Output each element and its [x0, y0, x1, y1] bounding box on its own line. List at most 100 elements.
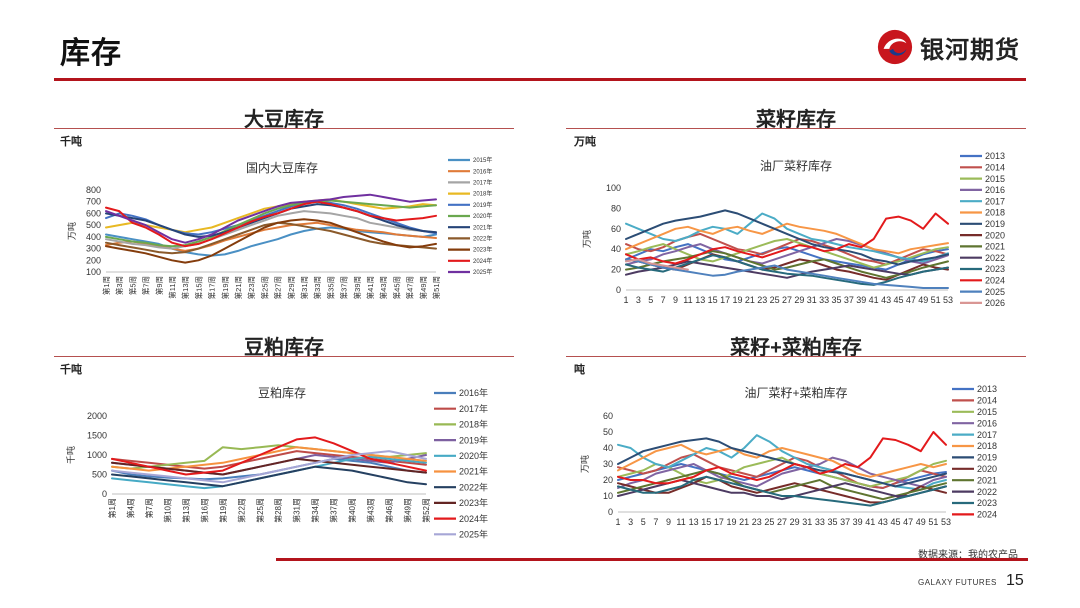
- footer-brand: GALAXY FUTURES: [918, 578, 997, 587]
- soymeal-x-tick: 第52周: [421, 498, 431, 523]
- rapeseed-x-tick: 1: [623, 295, 628, 305]
- soymeal-y-tick: 500: [92, 470, 107, 480]
- soymeal-series-line-2024年: [111, 436, 427, 476]
- rapeseed-chart-title: 油厂菜籽库存: [760, 158, 832, 173]
- rapeseed-series-line-2018: [625, 222, 949, 255]
- rapeseed-legend-label: 2021: [985, 242, 1005, 252]
- soymeal-legend-label: 2024年: [459, 513, 488, 524]
- rapeseed-y-tick: 60: [611, 224, 621, 234]
- rapeseed-x-tick: 33: [819, 295, 829, 305]
- panel-title-rapeseed: 菜籽库存: [756, 109, 836, 131]
- rapeseed-series-line-2026: [625, 258, 689, 271]
- rapeseed_meal-x-tick: 7: [653, 517, 658, 527]
- rapeseed-x-tick: 25: [770, 295, 780, 305]
- panel-title-soybean: 大豆库存: [244, 109, 324, 131]
- soymeal-x-tick: 第28周: [273, 498, 283, 523]
- rapeseed-x-tick: 45: [893, 295, 903, 305]
- rapeseed_meal-series-line-2019: [617, 437, 947, 488]
- rapeseed_meal-x-tick: 23: [752, 517, 762, 527]
- soybean-series-line-2023年: [105, 218, 437, 264]
- rapeseed_meal-x-tick: 39: [853, 517, 863, 527]
- rapeseed-x-tick: 51: [931, 295, 941, 305]
- rapeseed_meal-x-tick: 33: [815, 517, 825, 527]
- rapeseed_meal-chart-title: 油厂菜籽+菜粕库存: [744, 385, 847, 400]
- rapeseed-x-tick: 47: [906, 295, 916, 305]
- soybean-y-tick: 200: [86, 255, 101, 265]
- soybean-series-line-2024年: [105, 200, 437, 248]
- soybean-y-tick: 100: [86, 267, 101, 277]
- rapeseed_meal-x-tick: 27: [777, 517, 787, 527]
- soymeal-legend-label: 2016年: [459, 387, 488, 398]
- rapeseed_meal-y-tick: 50: [603, 427, 613, 437]
- soybean-legend-label: 2017年: [473, 179, 492, 187]
- unit-label-rapeseed: 万吨: [574, 136, 596, 148]
- rapeseed-x-tick: 37: [844, 295, 854, 305]
- soymeal-x-tick: 第46周: [384, 498, 394, 523]
- soybean-x-tick: 第37周: [339, 276, 349, 299]
- rapeseed_meal-x-tick: 31: [802, 517, 812, 527]
- soymeal-legend-label: 2022年: [459, 481, 488, 492]
- rapeseed_meal-x-tick: 49: [916, 517, 926, 527]
- unit-label-rapeseed-meal: 吨: [574, 364, 585, 376]
- soybean-x-tick: 第1周: [101, 276, 111, 295]
- rapeseed_meal-legend-label: 2014: [977, 396, 997, 406]
- soybean-x-tick: 第29周: [286, 276, 296, 299]
- soymeal-series-line-2025年: [111, 450, 427, 484]
- soybean-series-line-2017年: [105, 210, 437, 250]
- rapeseed_meal-x-tick: 9: [666, 517, 671, 527]
- soymeal-y-tick: 2000: [87, 411, 107, 421]
- soybean-x-tick: 第39周: [352, 276, 362, 299]
- soybean-y-tick: 800: [86, 185, 101, 195]
- rapeseed-series-line-2025: [625, 258, 949, 289]
- rapeseed_meal-x-tick: 1: [615, 517, 620, 527]
- soymeal-legend-label: 2017年: [459, 403, 488, 414]
- rapeseed-series-line-2024: [625, 212, 949, 265]
- panel-divider-soymeal: [54, 356, 514, 357]
- rapeseed-x-tick: 9: [673, 295, 678, 305]
- soymeal-x-tick: 第10周: [162, 498, 172, 523]
- rapeseed_meal-x-tick: 3: [628, 517, 633, 527]
- rapeseed_meal-y-tick: 20: [603, 475, 613, 485]
- rapeseed-x-tick: 21: [745, 295, 755, 305]
- rapeseed_meal-legend-label: 2023: [977, 498, 997, 508]
- rapeseed-legend-label: 2022: [985, 253, 1005, 263]
- rapeseed_meal-series-line-2024: [617, 431, 947, 485]
- rapeseed_meal-x-tick: 5: [641, 517, 646, 527]
- soybean-x-tick: 第15周: [193, 276, 203, 299]
- page-number: 15: [1006, 572, 1024, 589]
- rapeseed_meal-y-axis-label: 万吨: [579, 455, 590, 473]
- rapeseed-x-tick: 7: [661, 295, 666, 305]
- rapeseed-x-tick: 39: [856, 295, 866, 305]
- rapeseed_meal-legend-label: 2015: [977, 407, 997, 417]
- rapeseed_meal-legend-label: 2022: [977, 487, 997, 497]
- rapeseed_meal-legend-label: 2020: [977, 464, 997, 474]
- rapeseed-x-tick: 49: [918, 295, 928, 305]
- rapeseed-x-tick: 35: [832, 295, 842, 305]
- soybean-legend-label: 2019年: [473, 201, 492, 209]
- rapeseed_meal-x-tick: 45: [891, 517, 901, 527]
- soymeal-legend-label: 2021年: [459, 466, 488, 477]
- soybean-legend-label: 2020年: [473, 212, 492, 220]
- rapeseed-legend-label: 2015: [985, 174, 1005, 184]
- soybean-x-tick: 第3周: [114, 276, 124, 295]
- rapeseed_meal-legend-label: 2017: [977, 430, 997, 440]
- unit-label-soybean: 千吨: [60, 136, 82, 148]
- soybean-x-tick: 第9周: [154, 276, 164, 295]
- rapeseed-x-tick: 41: [869, 295, 879, 305]
- rapeseed-series-line-2023: [625, 254, 949, 286]
- rapeseed_meal-x-tick: 29: [790, 517, 800, 527]
- soymeal-x-tick: 第43周: [366, 498, 376, 523]
- rapeseed_meal-y-tick: 60: [603, 411, 613, 421]
- rapeseed-legend-label: 2019: [985, 219, 1005, 229]
- soybean-x-tick: 第27周: [273, 276, 283, 299]
- rapeseed-legend-label: 2014: [985, 162, 1005, 172]
- soybean-legend-label: 2024年: [473, 257, 492, 265]
- rapeseed_meal-x-tick: 15: [701, 517, 711, 527]
- panel-title-soymeal: 豆粕库存: [244, 337, 324, 359]
- rapeseed-legend-label: 2023: [985, 264, 1005, 274]
- footer-divider: [276, 558, 1028, 561]
- soybean-x-tick: 第43周: [378, 276, 388, 299]
- rapeseed_meal-series-line-2023: [617, 475, 947, 507]
- rapeseed-legend-label: 2018: [985, 208, 1005, 218]
